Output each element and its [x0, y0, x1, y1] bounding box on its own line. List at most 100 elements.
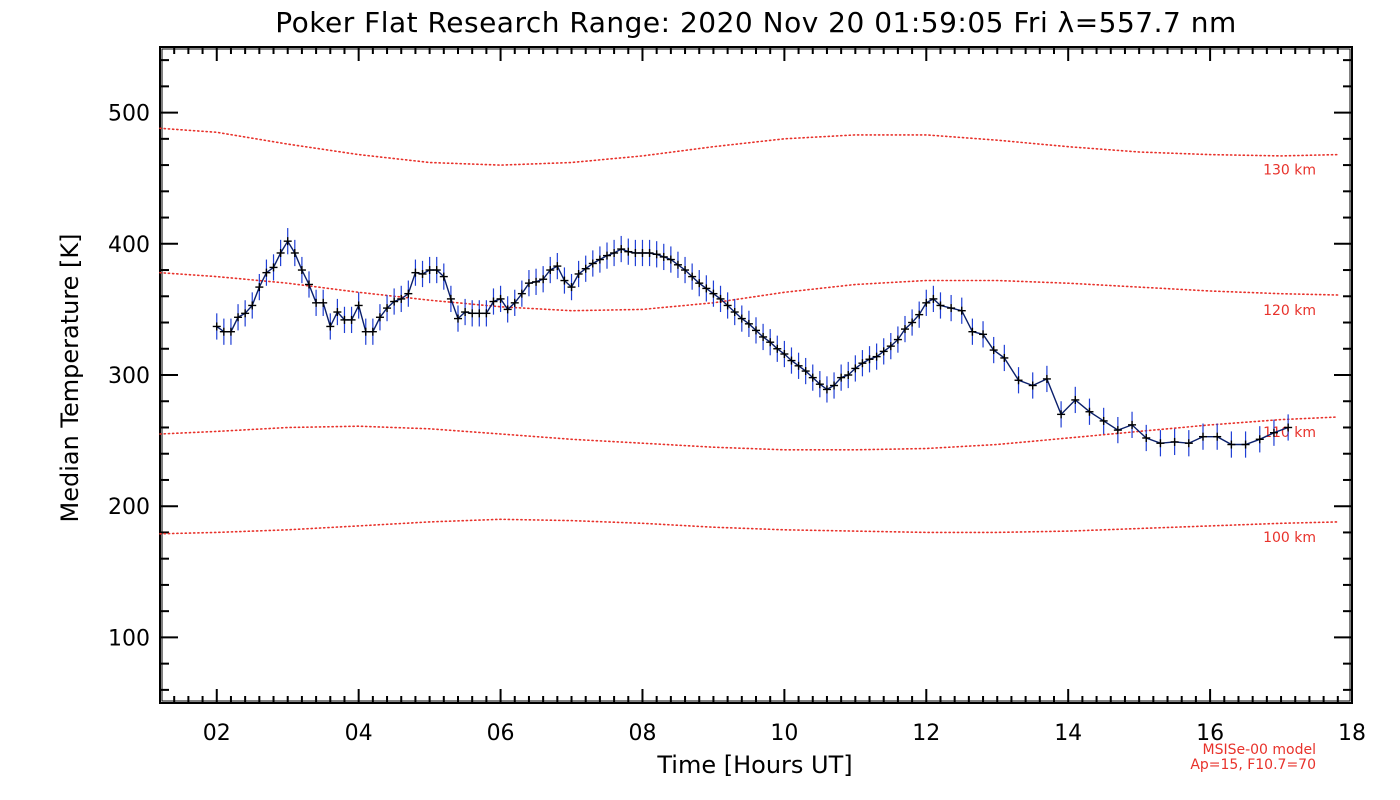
model-curve-label: 120 km — [1263, 303, 1316, 319]
data-point — [347, 315, 356, 324]
y-tick-label: 500 — [108, 102, 150, 127]
data-point — [524, 279, 533, 288]
data-point — [1241, 440, 1250, 449]
data-point — [681, 266, 690, 275]
data-point — [759, 332, 768, 341]
data-point — [418, 269, 427, 278]
data-point — [539, 275, 548, 284]
data-point — [716, 294, 725, 303]
data-point — [1000, 353, 1009, 362]
data-point — [957, 306, 966, 315]
data-point — [546, 266, 555, 275]
data-point — [1156, 439, 1165, 448]
data-point — [773, 344, 782, 353]
data-point — [1184, 439, 1193, 448]
data-point — [212, 322, 221, 331]
x-tick-label: 10 — [770, 721, 798, 746]
data-point — [645, 248, 654, 257]
data-point — [1028, 381, 1037, 390]
data-point — [567, 283, 576, 292]
data-point — [624, 247, 633, 256]
data-point — [610, 248, 619, 257]
data-point — [574, 269, 583, 278]
plot-frame-inner — [161, 48, 1351, 702]
data-point — [1227, 440, 1236, 449]
y-tick-label: 300 — [108, 364, 150, 389]
data-point — [1057, 410, 1066, 419]
model-label-line-1: MSISe-00 model — [1202, 742, 1316, 758]
data-point — [588, 259, 597, 268]
model-curve-110-km — [159, 416, 1339, 451]
data-point — [901, 325, 909, 334]
data-point — [631, 248, 640, 257]
x-tick-label: 12 — [912, 721, 940, 746]
x-axis-title: Time [Hours UT] — [656, 751, 852, 779]
data-point — [439, 272, 448, 281]
data-point — [319, 298, 328, 307]
x-tick-label: 06 — [487, 721, 515, 746]
chart-title: Poker Flat Research Range: 2020 Nov 20 0… — [275, 6, 1236, 39]
data-point — [326, 322, 335, 331]
data-point — [1170, 437, 1179, 446]
data-point — [219, 327, 228, 336]
data-point — [368, 327, 377, 336]
data-point — [269, 263, 278, 272]
data-point — [234, 313, 243, 322]
data-point — [1014, 376, 1023, 385]
data-point — [383, 304, 392, 313]
data-point — [659, 252, 668, 261]
data-point — [1269, 428, 1278, 437]
data-point — [283, 237, 292, 246]
data-point — [475, 309, 484, 318]
data-point — [794, 361, 803, 370]
data-point — [226, 327, 235, 336]
data-point — [929, 294, 938, 303]
data-point — [780, 350, 789, 359]
data-point — [815, 380, 824, 389]
data-point — [560, 276, 569, 285]
data-point — [808, 373, 817, 382]
data-point — [276, 248, 285, 257]
data-point — [879, 347, 888, 356]
data-point — [893, 335, 902, 344]
data-point — [617, 245, 626, 254]
data-point — [248, 301, 257, 310]
data-point — [1213, 432, 1222, 441]
data-point — [312, 298, 321, 307]
data-point — [262, 268, 271, 277]
x-tick-label: 18 — [1338, 721, 1366, 746]
data-point — [638, 248, 647, 257]
x-tick-label: 14 — [1054, 721, 1082, 746]
data-point — [404, 289, 413, 298]
data-point — [581, 264, 590, 273]
temperature-line — [216, 239, 1289, 446]
data-point — [411, 268, 420, 277]
data-point — [787, 356, 796, 365]
data-point — [652, 250, 661, 259]
data-point — [709, 289, 718, 298]
y-tick-label: 100 — [108, 626, 150, 651]
data-point — [766, 338, 775, 347]
data-point — [425, 266, 434, 275]
data-point — [1255, 435, 1264, 444]
data-point — [1142, 433, 1151, 442]
data-point — [1042, 374, 1051, 383]
data-point — [432, 266, 441, 275]
data-point — [947, 304, 956, 313]
data-point — [837, 373, 846, 382]
data-point — [390, 297, 399, 306]
data-point — [446, 294, 455, 303]
data-point — [489, 297, 498, 306]
data-point — [1284, 423, 1293, 432]
data-point — [241, 309, 250, 318]
plot-area: 02 04 06 08 10 12 14 16 18 100 200 300 400 500 130 km 1… — [108, 46, 1366, 746]
model-curve-label: 110 km — [1263, 425, 1316, 441]
data-point — [503, 305, 512, 314]
data-point — [702, 284, 711, 293]
data-point — [858, 359, 867, 368]
data-point — [730, 308, 739, 317]
data-point — [666, 255, 675, 264]
data-point — [340, 315, 349, 324]
data-point — [468, 309, 477, 318]
